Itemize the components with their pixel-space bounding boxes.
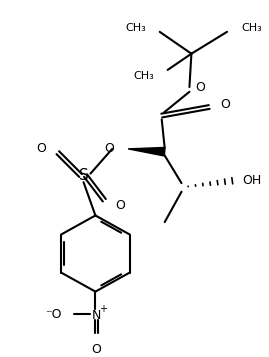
Text: CH₃: CH₃ bbox=[241, 23, 262, 33]
Text: O: O bbox=[91, 343, 101, 356]
Polygon shape bbox=[128, 147, 165, 156]
Text: S: S bbox=[79, 168, 89, 183]
Text: O: O bbox=[195, 81, 205, 94]
Text: CH₃: CH₃ bbox=[133, 71, 154, 81]
Text: +: + bbox=[99, 304, 107, 314]
Text: CH₃: CH₃ bbox=[125, 23, 146, 33]
Text: OH: OH bbox=[242, 174, 261, 187]
Text: ⁻O: ⁻O bbox=[45, 308, 62, 321]
Text: N: N bbox=[92, 309, 101, 322]
Text: O: O bbox=[220, 98, 230, 111]
Text: O: O bbox=[36, 142, 46, 155]
Text: O: O bbox=[104, 142, 114, 155]
Text: O: O bbox=[115, 198, 125, 211]
